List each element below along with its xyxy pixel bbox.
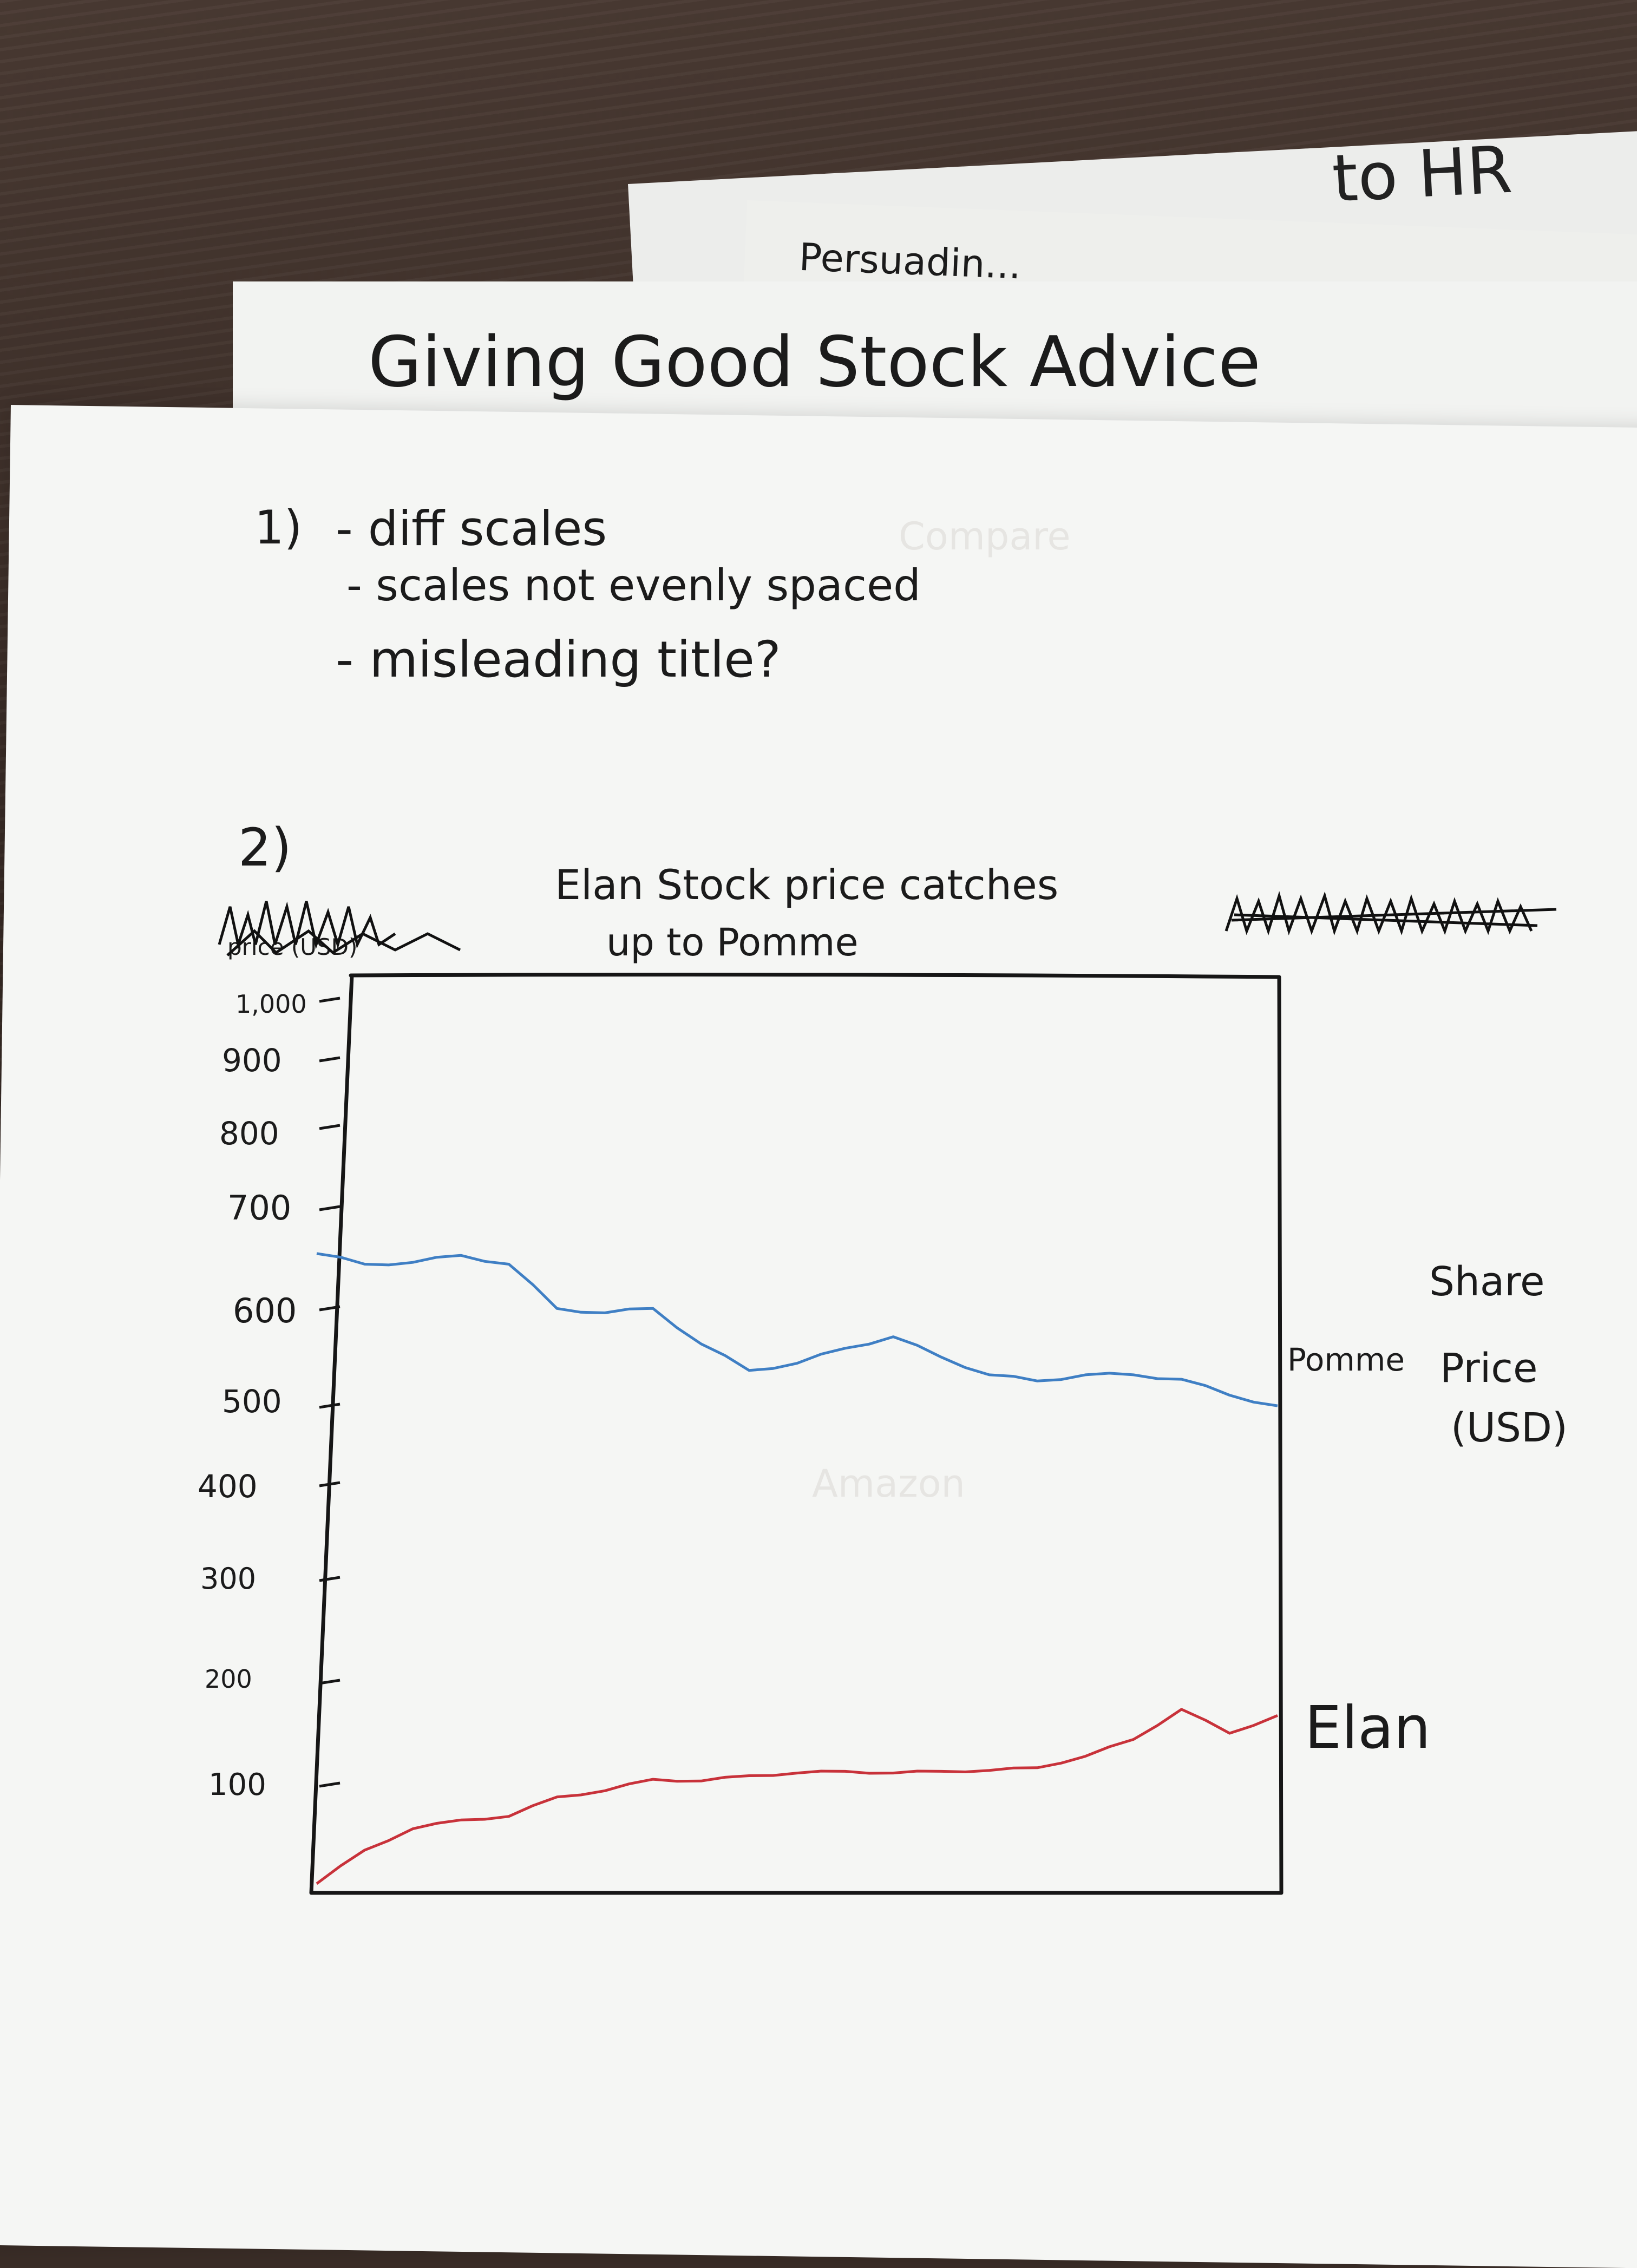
y-tick-label: 800	[219, 1115, 279, 1152]
y-tick-label: 300	[200, 1562, 257, 1596]
chart-title-line-2: up to Pomme	[606, 920, 859, 965]
series-label-pomme: Pomme	[1287, 1341, 1405, 1378]
y-tick-label: 600	[233, 1291, 297, 1330]
section-2-marker: 2)	[238, 817, 292, 878]
y-tick-label: 900	[222, 1042, 282, 1079]
y-tick-label: 200	[205, 1664, 252, 1694]
y-tick-label: 1,000	[235, 989, 307, 1019]
bleed-through-text: Compare	[899, 514, 1071, 559]
y-tick-label: 100	[208, 1767, 266, 1802]
bleed-through-text: Amazon	[812, 1461, 965, 1506]
left-axis-label: price (USD)	[227, 934, 358, 960]
note-bullet-2: - scales not evenly spaced	[346, 560, 921, 611]
right-axis-label-line-1: Share	[1429, 1258, 1545, 1305]
back-sheet-2-text: Persuadin...	[798, 234, 1022, 288]
y-tick-label: 700	[227, 1188, 292, 1228]
front-paper-sheet	[0, 405, 1637, 2268]
y-tick-label: 400	[198, 1468, 258, 1505]
right-axis-label-line-3: (USD)	[1451, 1405, 1568, 1451]
series-label-elan: Elan	[1305, 1694, 1431, 1762]
y-tick-label: 500	[222, 1383, 282, 1420]
notes-title: Giving Good Stock Advice	[368, 322, 1261, 403]
right-axis-label-line-2: Price	[1440, 1345, 1538, 1392]
note-bullet-3: - misleading title?	[336, 631, 781, 689]
note-bullet-1: - diff scales	[336, 501, 607, 556]
section-1-marker: 1)	[254, 501, 303, 555]
chart-title-line-1: Elan Stock price catches	[555, 861, 1059, 909]
back-sheet-text: to HR	[1330, 132, 1514, 217]
